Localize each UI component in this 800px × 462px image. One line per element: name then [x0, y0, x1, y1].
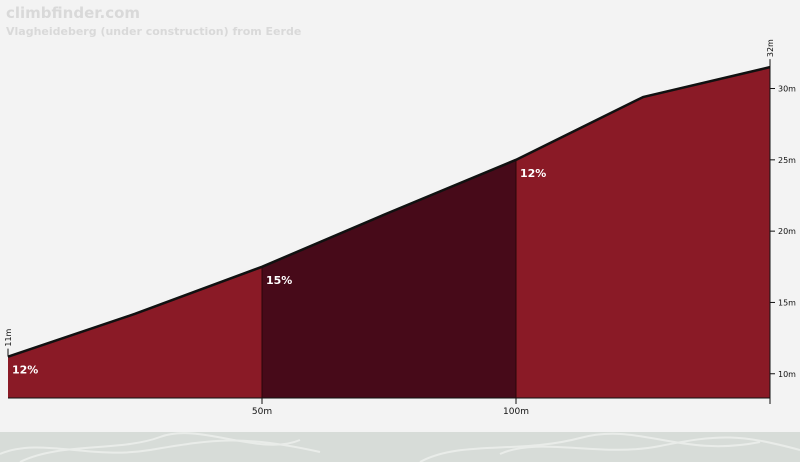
y-tick-label-5: 30m: [778, 85, 796, 94]
segment-area-2: [262, 159, 516, 398]
footer-band: [0, 432, 800, 462]
chart-title: Vlagheideberg (under construction) from …: [6, 25, 302, 38]
segment-area-1: [8, 266, 262, 398]
segment-area-3: [516, 67, 770, 398]
gradient-label-3: 12%: [520, 167, 546, 180]
end-elevation-label: 32m: [766, 39, 775, 57]
site-brand: climbfinder.com: [6, 4, 141, 22]
x-tick-label-1: 50m: [252, 407, 272, 417]
profile-line: [7, 65, 771, 358]
gradient-label-1: 12%: [12, 364, 38, 377]
y-tick-label-4: 25m: [778, 156, 796, 165]
y-tick-label-3: 20m: [778, 227, 796, 236]
start-elevation-label: 11m: [4, 328, 13, 346]
y-tick-label-2: 15m: [778, 298, 796, 307]
elevation-profile-chart: 12% 15% 12% 50m 100m 10m 15m 20m 25m 30m 11m 32m: [4, 39, 796, 417]
gradient-label-2: 15%: [266, 274, 292, 287]
topographic-pattern: [0, 432, 800, 462]
y-tick-label-1: 10m: [778, 370, 796, 379]
x-tick-label-2: 100m: [503, 407, 529, 417]
